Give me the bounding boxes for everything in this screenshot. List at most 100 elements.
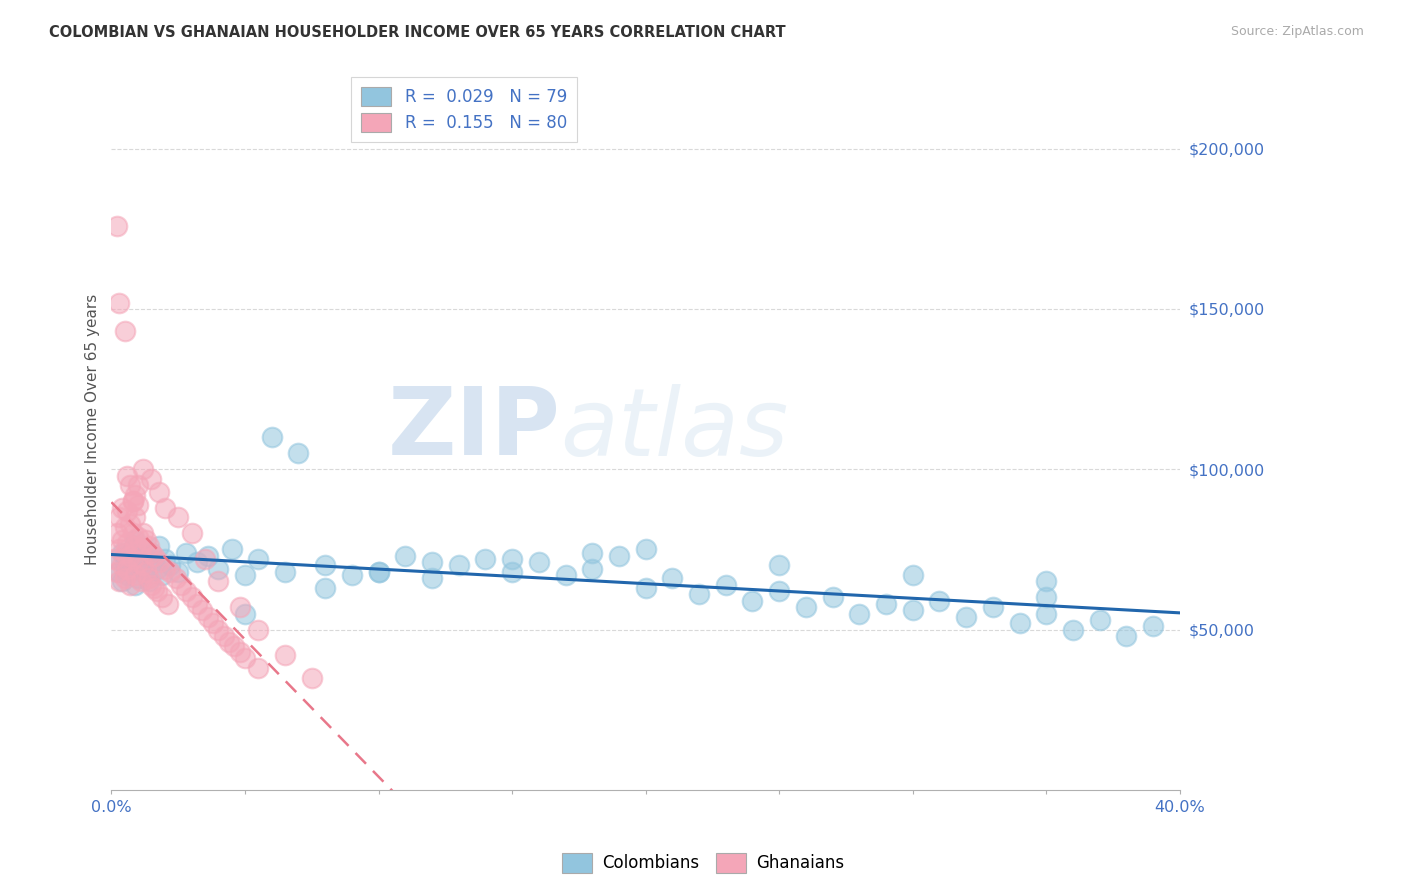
Point [848,607,870,621]
Point [141,546,163,560]
Point [159,565,181,579]
Point [135,549,157,563]
Point [228,600,250,615]
Point [447,558,470,573]
Point [247,661,270,675]
Text: COLOMBIAN VS GHANAIAN HOUSEHOLDER INCOME OVER 65 YEARS CORRELATION CHART: COLOMBIAN VS GHANAIAN HOUSEHOLDER INCOME… [49,25,786,40]
Point [120,516,142,531]
Point [174,584,197,599]
Point [124,533,146,547]
Point [127,530,149,544]
Point [135,533,157,547]
Point [124,510,146,524]
Point [120,561,142,575]
Point [153,552,176,566]
Point [955,609,977,624]
Point [141,577,163,591]
Point [127,571,149,585]
Point [167,510,190,524]
Point [180,591,202,605]
Point [191,603,214,617]
Point [194,552,217,566]
Point [148,484,170,499]
Point [174,546,197,560]
Point [501,552,523,566]
Point [127,555,149,569]
Point [114,558,136,573]
Point [105,565,128,579]
Point [207,623,229,637]
Point [247,552,270,566]
Point [165,571,187,585]
Point [124,568,146,582]
Point [150,568,173,582]
Point [108,510,131,524]
Point [111,558,134,573]
Point [221,542,243,557]
Point [554,568,576,582]
Point [138,539,160,553]
Point [138,571,160,585]
Text: Source: ZipAtlas.com: Source: ZipAtlas.com [1230,25,1364,38]
Point [108,565,131,579]
Point [114,546,136,560]
Point [1008,616,1031,631]
Point [1062,623,1084,637]
Point [114,549,136,563]
Point [228,645,250,659]
Point [186,555,208,569]
Point [233,607,256,621]
Point [301,671,323,685]
Point [875,597,897,611]
Point [224,639,246,653]
Point [148,555,170,569]
Y-axis label: Householder Income Over 65 years: Householder Income Over 65 years [86,293,100,565]
Point [111,500,134,515]
Text: atlas: atlas [560,384,789,475]
Point [180,526,202,541]
Point [197,549,219,563]
Point [474,552,496,566]
Text: ZIP: ZIP [387,384,560,475]
Point [146,561,169,575]
Point [124,488,146,502]
Point [340,568,363,582]
Point [121,494,143,508]
Point [120,577,142,591]
Point [688,587,710,601]
Point [207,561,229,575]
Point [150,591,173,605]
Point [127,498,149,512]
Point [129,558,152,573]
Point [121,542,143,557]
Point [367,565,389,579]
Point [901,568,924,582]
Point [821,591,844,605]
Point [117,468,139,483]
Point [661,571,683,585]
Point [581,561,603,575]
Point [129,542,152,557]
Point [148,539,170,553]
Point [1115,629,1137,643]
Point [132,565,155,579]
Point [143,581,166,595]
Point [159,558,181,573]
Point [981,600,1004,615]
Point [901,603,924,617]
Point [103,552,125,566]
Point [127,478,149,492]
Point [121,494,143,508]
Point [714,577,737,591]
Point [167,565,190,579]
Point [120,478,142,492]
Point [420,555,443,569]
Point [111,574,134,589]
Point [207,574,229,589]
Point [117,568,139,582]
Point [138,574,160,589]
Point [120,549,142,563]
Point [233,651,256,665]
Point [124,577,146,591]
Point [141,546,163,560]
